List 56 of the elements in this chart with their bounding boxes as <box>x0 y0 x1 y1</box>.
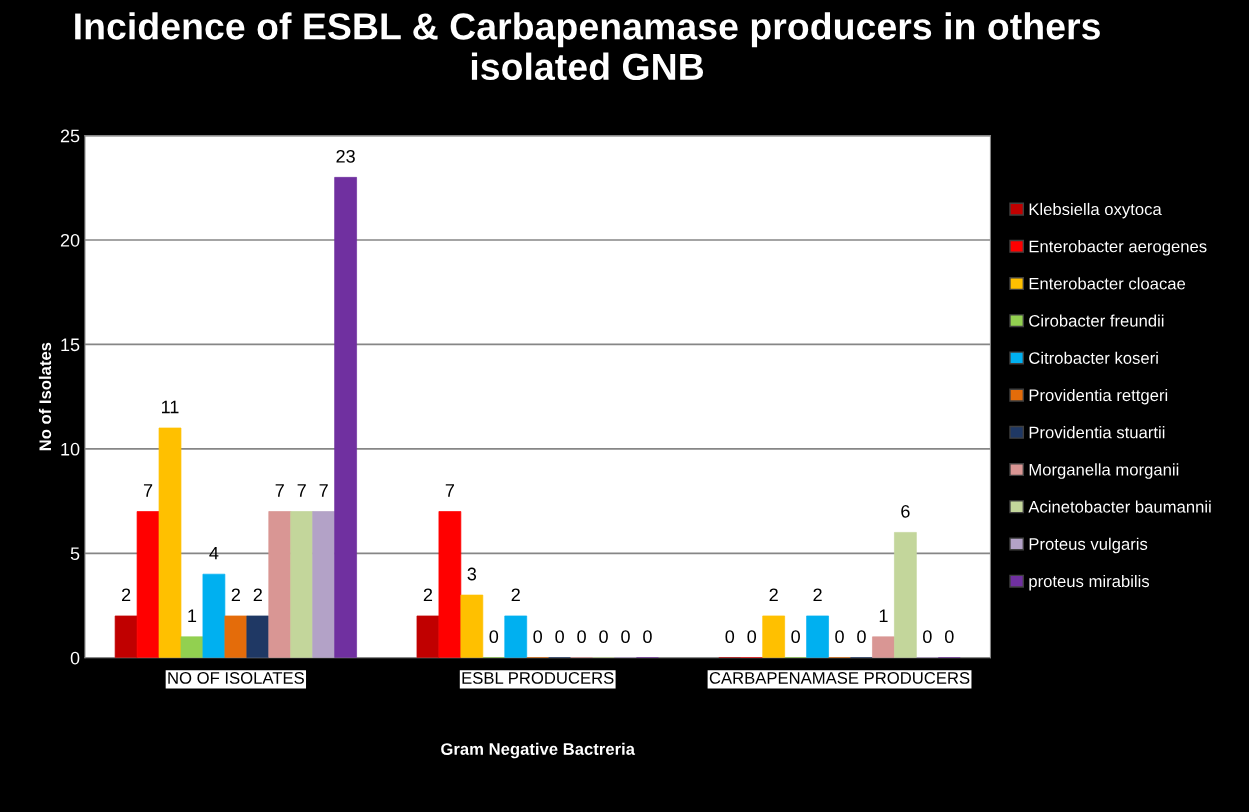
data-label: 2 <box>769 588 778 602</box>
legend-label: Acinetobacter baumannii <box>1028 500 1211 513</box>
y-tick-label: 5 <box>70 547 80 561</box>
data-label: 0 <box>621 630 630 644</box>
data-label: 7 <box>445 484 454 497</box>
data-label: 2 <box>423 588 433 602</box>
legend-label: Providentia rettgeri <box>1029 388 1168 405</box>
legend-label: Providentia stuartii <box>1029 426 1165 439</box>
legend-label: proteus mirabilis <box>1029 574 1150 591</box>
data-label: 0 <box>489 630 499 644</box>
data-label: 2 <box>231 588 240 602</box>
data-label: 0 <box>791 630 800 644</box>
data-label: 0 <box>923 630 932 644</box>
data-label: 2 <box>813 588 822 602</box>
legend-label: Cirobacter freundii <box>1029 314 1164 327</box>
data-label: 1 <box>188 609 197 622</box>
legend-label: Morganella morganii <box>1029 463 1179 479</box>
data-label: 11 <box>162 400 179 414</box>
data-label: 0 <box>643 630 652 644</box>
legend-label: Klebsiella oxytoca <box>1029 202 1162 219</box>
legend-label: Enterobacter cloacae <box>1029 277 1186 290</box>
y-axis-title: No of Isolates <box>38 342 52 451</box>
data-label: 0 <box>747 630 757 644</box>
data-label: 0 <box>835 630 844 644</box>
data-label: 7 <box>143 484 153 497</box>
data-label: 7 <box>275 484 284 497</box>
data-label: 0 <box>555 630 564 644</box>
x-tick-label: NO OF ISOLATES <box>168 672 304 684</box>
y-tick-label: 25 <box>60 129 80 143</box>
data-label: 2 <box>511 588 520 602</box>
legend-label: Enterobacter aerogenes <box>1029 240 1207 256</box>
data-label: 1 <box>879 609 888 622</box>
y-tick-label: 0 <box>70 651 80 665</box>
x-tick-label: CARBAPENAMASE PRODUCERS <box>709 672 970 684</box>
data-label: 2 <box>121 588 131 602</box>
x-axis-title: Gram Negative Bactreria <box>441 742 636 759</box>
data-label: 7 <box>297 484 306 497</box>
data-label: 0 <box>577 630 586 644</box>
chart-title: Incidence of ESBL & Carbapenamase producers in others isolated GNB <box>75 12 1100 81</box>
data-label: 0 <box>857 630 866 644</box>
data-label: 4 <box>209 546 219 560</box>
data-label: 7 <box>319 484 328 497</box>
data-label: 0 <box>725 630 735 644</box>
data-label: 0 <box>944 630 954 644</box>
legend-label: Proteus vulgaris <box>1029 537 1148 554</box>
data-label: 2 <box>253 588 262 602</box>
data-label: 6 <box>901 504 910 518</box>
data-label: 0 <box>533 630 543 644</box>
data-label: 0 <box>599 630 608 644</box>
y-tick-label: 20 <box>60 233 80 247</box>
x-tick-label: ESBL PRODUCERS <box>462 672 614 684</box>
y-tick-label: 15 <box>61 338 80 352</box>
data-label: 23 <box>336 149 355 163</box>
legend-label: Citrobacter koseri <box>1029 351 1158 364</box>
y-tick-label: 10 <box>61 442 80 456</box>
data-label: 3 <box>467 567 477 581</box>
